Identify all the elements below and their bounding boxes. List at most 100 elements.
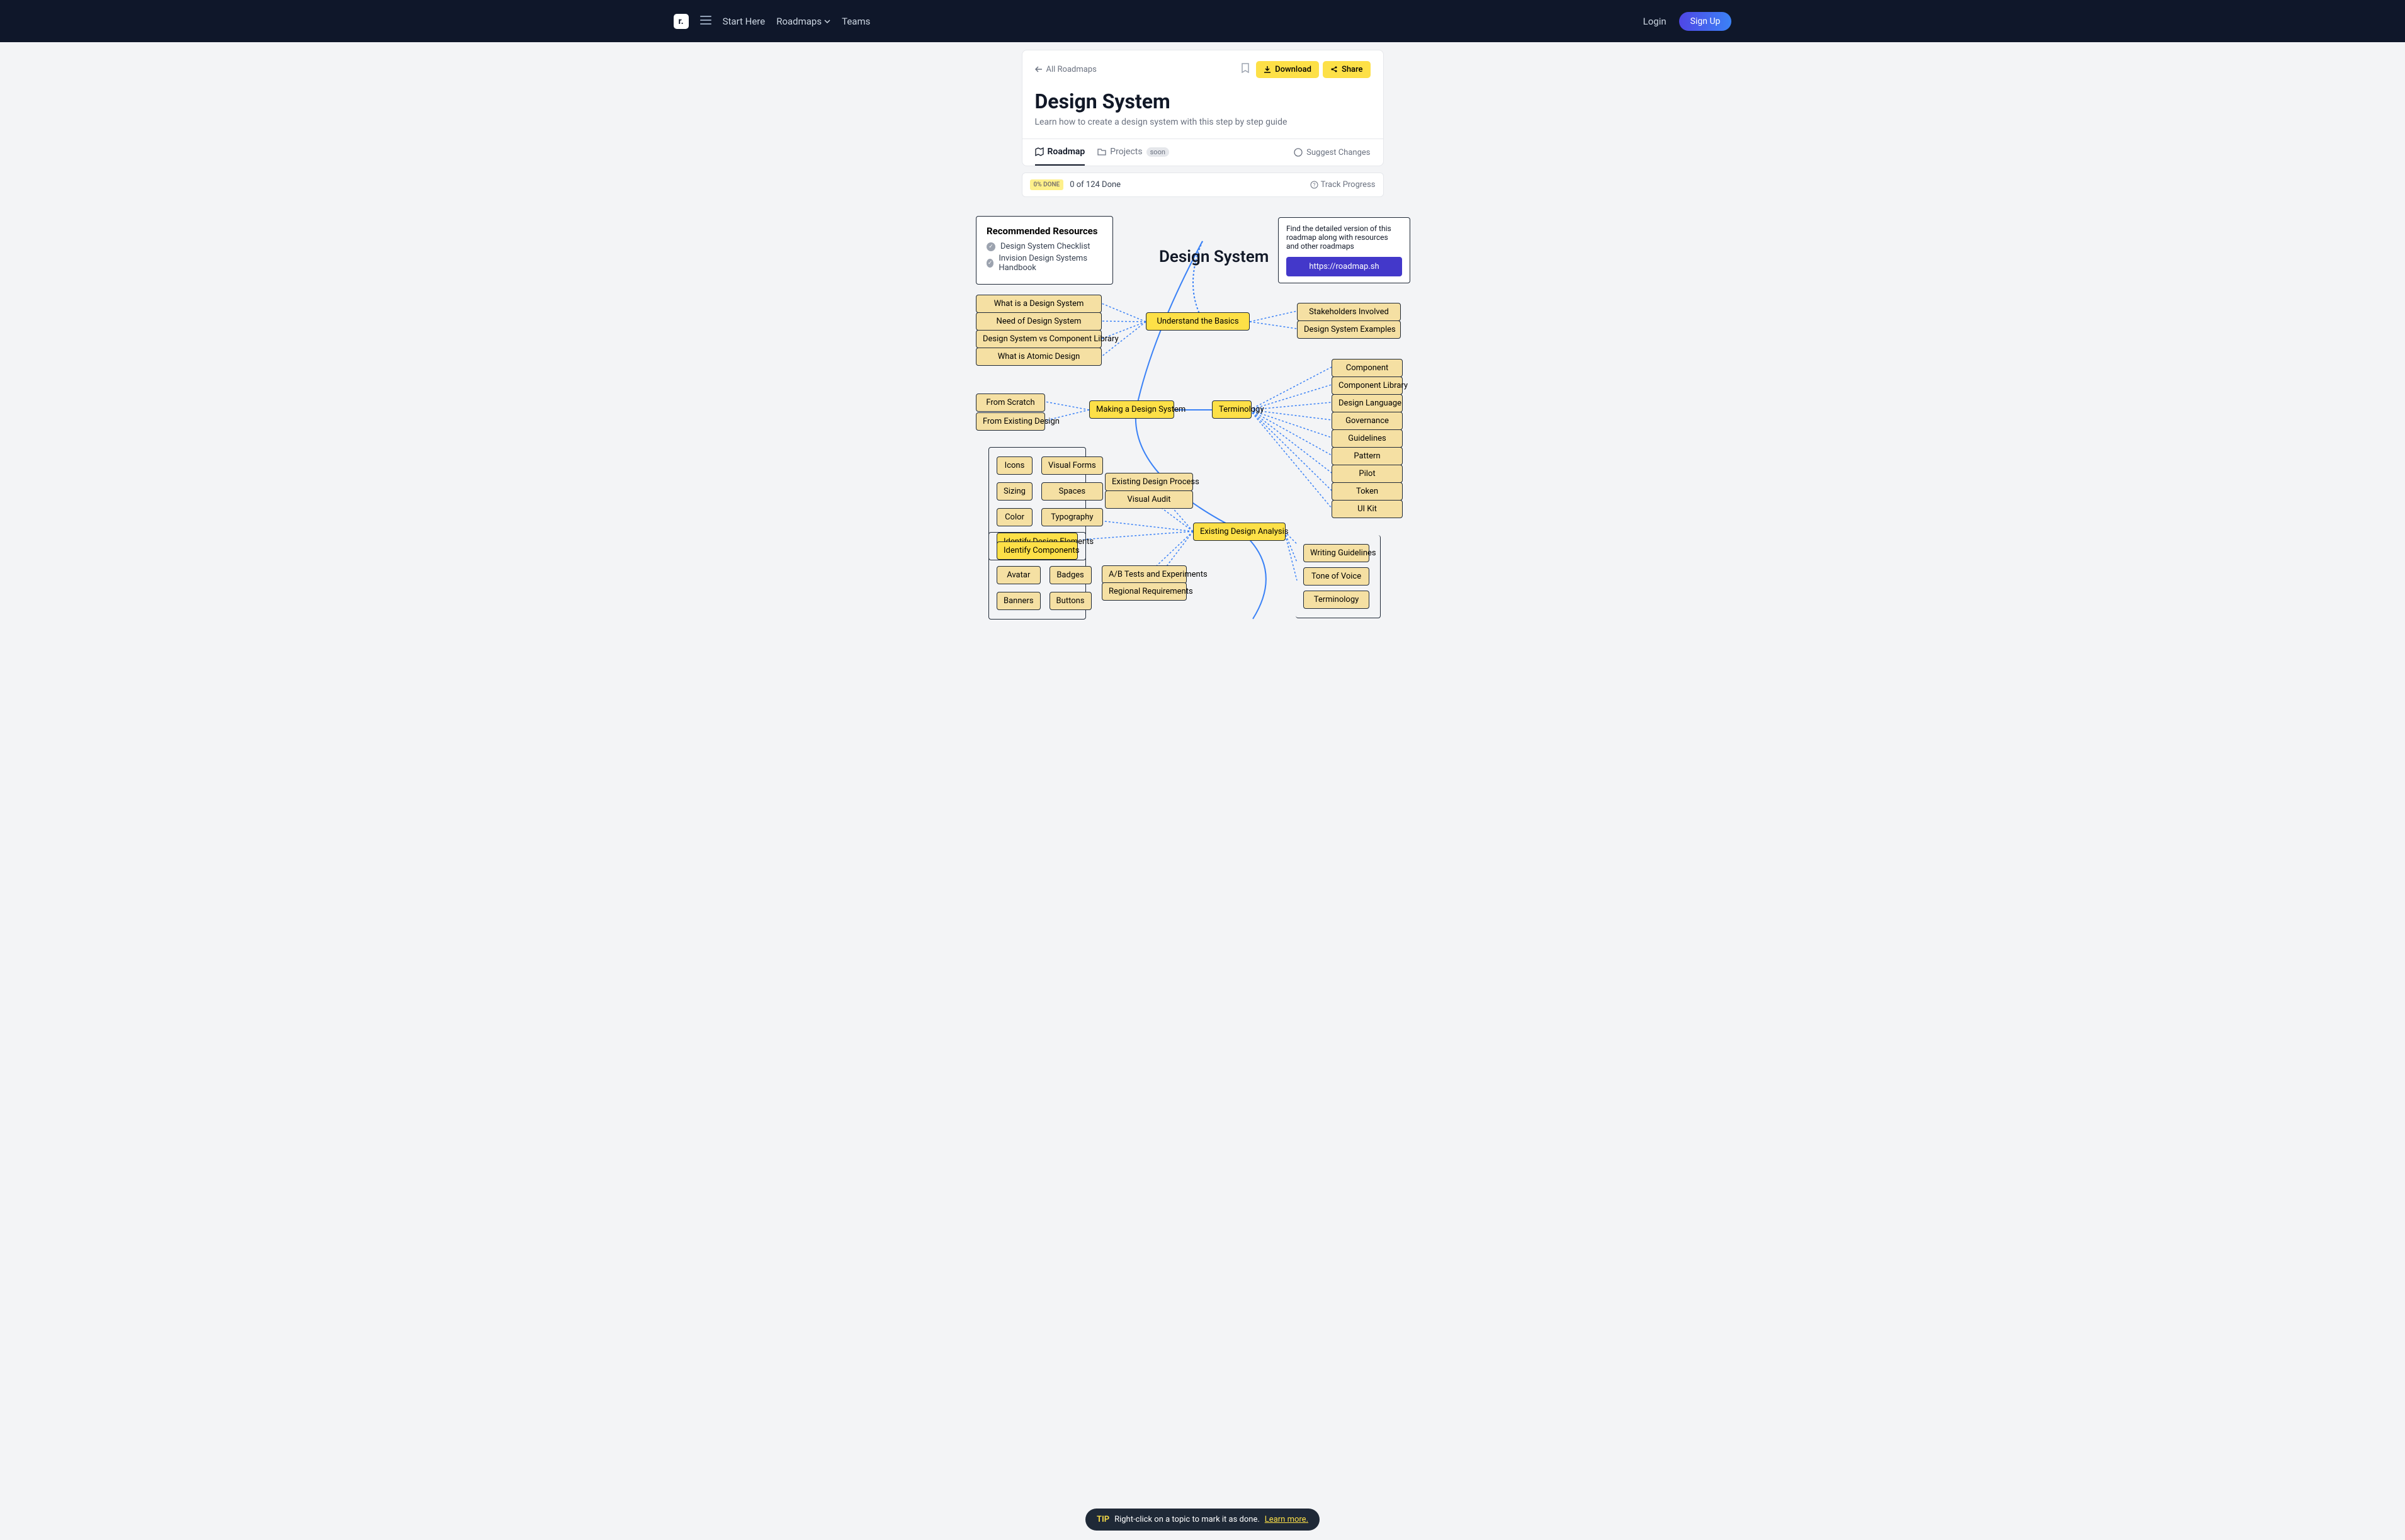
tab-projects-label: Projects: [1110, 147, 1142, 157]
track-progress[interactable]: ? Track Progress: [1310, 180, 1376, 190]
nav-left: r. Start Here Roadmaps Teams: [674, 14, 871, 29]
nav-roadmaps-label: Roadmaps: [776, 16, 822, 27]
node-topic[interactable]: Avatar: [997, 566, 1041, 584]
check-icon: ✓: [987, 259, 993, 268]
nav-roadmaps[interactable]: Roadmaps: [776, 16, 830, 27]
node-topic[interactable]: Pattern: [1332, 447, 1403, 465]
tip-link[interactable]: Learn more.: [1265, 1515, 1308, 1524]
progress-bar: 0% DONE 0 of 124 Done ? Track Progress: [1022, 173, 1384, 197]
resource-label: Invision Design Systems Handbook: [999, 254, 1102, 273]
node-topic[interactable]: Visual Audit: [1105, 490, 1193, 509]
share-button[interactable]: Share: [1323, 61, 1371, 78]
suggest-label: Suggest Changes: [1306, 148, 1370, 157]
detail-text: Find the detailed version of this roadma…: [1286, 224, 1402, 251]
arrow-left-icon: [1035, 66, 1043, 72]
node-topic[interactable]: Component: [1332, 359, 1403, 377]
tip-text: Right-click on a topic to mark it as don…: [1114, 1515, 1260, 1524]
writing-group: Writing Guidelines Tone of Voice Termino…: [1296, 535, 1381, 618]
map-icon: [1035, 147, 1044, 156]
node-topic[interactable]: Regional Requirements: [1102, 582, 1187, 601]
signup-button[interactable]: Sign Up: [1679, 12, 1732, 31]
node-topic[interactable]: What is a Design System: [976, 295, 1102, 313]
node-topic[interactable]: Typography: [1041, 508, 1103, 526]
node-topic[interactable]: Spaces: [1041, 482, 1103, 501]
node-existing-analysis[interactable]: Existing Design Analysis: [1193, 523, 1286, 541]
node-topic[interactable]: Buttons: [1050, 592, 1092, 610]
resource-label: Design System Checklist: [1000, 242, 1090, 251]
help-icon: ?: [1310, 181, 1318, 189]
download-button[interactable]: Download: [1256, 61, 1319, 78]
node-making-design-system[interactable]: Making a Design System: [1089, 400, 1174, 419]
tab-projects[interactable]: Projects soon: [1097, 139, 1169, 166]
node-topic[interactable]: Badges: [1050, 566, 1092, 584]
header-card: All Roadmaps Download Share Des: [1022, 50, 1384, 166]
navbar: r. Start Here Roadmaps Teams Login Sign …: [0, 0, 2405, 42]
diagram-title: Design System: [1159, 247, 1269, 266]
done-badge: 0% DONE: [1030, 179, 1064, 190]
download-icon: [1264, 65, 1271, 73]
resource-item[interactable]: ✓ Invision Design Systems Handbook: [987, 254, 1102, 273]
track-label: Track Progress: [1321, 180, 1376, 190]
node-topic[interactable]: From Existing Design: [976, 412, 1045, 431]
logo[interactable]: r.: [674, 14, 689, 29]
roadmap-diagram: Recommended Resources ✓ Design System Che…: [982, 210, 1423, 682]
suggest-changes[interactable]: Suggest Changes: [1294, 148, 1370, 157]
node-topic[interactable]: Sizing: [997, 482, 1033, 501]
page-title: Design System: [1035, 89, 1371, 113]
node-topic[interactable]: Token: [1332, 482, 1403, 501]
node-topic[interactable]: Stakeholders Involved: [1297, 303, 1401, 321]
tip-label: TIP: [1097, 1515, 1109, 1524]
chevron-down-icon: [824, 20, 830, 23]
done-text: 0 of 124 Done: [1070, 180, 1121, 190]
node-topic[interactable]: Writing Guidelines: [1303, 544, 1369, 562]
login-link[interactable]: Login: [1643, 16, 1667, 27]
page-subtitle: Learn how to create a design system with…: [1035, 117, 1371, 127]
node-topic[interactable]: Color: [997, 508, 1033, 526]
node-topic[interactable]: A/B Tests and Experiments: [1102, 565, 1187, 584]
breadcrumb-text: All Roadmaps: [1046, 65, 1097, 74]
node-terminology[interactable]: Terminology: [1212, 400, 1252, 419]
svg-text:?: ?: [1313, 183, 1315, 188]
detail-box: Find the detailed version of this roadma…: [1278, 217, 1410, 283]
node-topic[interactable]: Guidelines: [1332, 429, 1403, 448]
soon-badge: soon: [1146, 147, 1169, 157]
components-group: Identify Components Avatar Badges Banner…: [988, 532, 1086, 620]
hamburger-icon[interactable]: [700, 15, 711, 27]
check-icon: ✓: [987, 242, 995, 251]
node-topic[interactable]: Design System vs Component Library: [976, 330, 1102, 348]
roadmap-link-button[interactable]: https://roadmap.sh: [1286, 257, 1402, 276]
nav-start-here[interactable]: Start Here: [723, 16, 766, 27]
bookmark-icon[interactable]: [1238, 60, 1252, 78]
tab-roadmap-label: Roadmap: [1048, 147, 1085, 157]
node-topic[interactable]: Component Library: [1332, 377, 1403, 395]
resource-item[interactable]: ✓ Design System Checklist: [987, 242, 1102, 251]
node-topic[interactable]: Tone of Voice: [1303, 567, 1369, 586]
node-topic[interactable]: Banners: [997, 592, 1041, 610]
resources-box: Recommended Resources ✓ Design System Che…: [976, 216, 1113, 285]
share-label: Share: [1342, 65, 1363, 74]
share-icon: [1330, 65, 1338, 73]
tab-roadmap[interactable]: Roadmap: [1035, 139, 1085, 166]
node-topic[interactable]: What is Atomic Design: [976, 348, 1102, 366]
node-topic[interactable]: Need of Design System: [976, 312, 1102, 331]
download-label: Download: [1275, 65, 1311, 74]
nav-teams[interactable]: Teams: [842, 16, 870, 27]
node-topic[interactable]: Pilot: [1332, 465, 1403, 483]
node-topic[interactable]: Visual Forms: [1041, 456, 1103, 475]
node-topic[interactable]: Existing Design Process: [1105, 473, 1193, 491]
node-topic[interactable]: From Scratch: [976, 393, 1045, 412]
node-topic[interactable]: UI Kit: [1332, 500, 1403, 518]
tip-bar: TIP Right-click on a topic to mark it as…: [1085, 1509, 1320, 1531]
node-topic[interactable]: Design System Examples: [1297, 320, 1401, 339]
node-topic[interactable]: Design Language: [1332, 394, 1403, 412]
node-topic[interactable]: Icons: [997, 456, 1033, 475]
chat-icon: [1294, 148, 1303, 157]
back-link[interactable]: All Roadmaps: [1035, 65, 1097, 74]
folder-icon: [1097, 147, 1106, 156]
node-understand-basics[interactable]: Understand the Basics: [1146, 312, 1250, 331]
node-topic[interactable]: Governance: [1332, 412, 1403, 430]
resources-title: Recommended Resources: [987, 225, 1102, 237]
nav-right: Login Sign Up: [1643, 12, 1732, 31]
node-topic[interactable]: Terminology: [1303, 591, 1369, 609]
node-identify-components[interactable]: Identify Components: [997, 541, 1078, 560]
